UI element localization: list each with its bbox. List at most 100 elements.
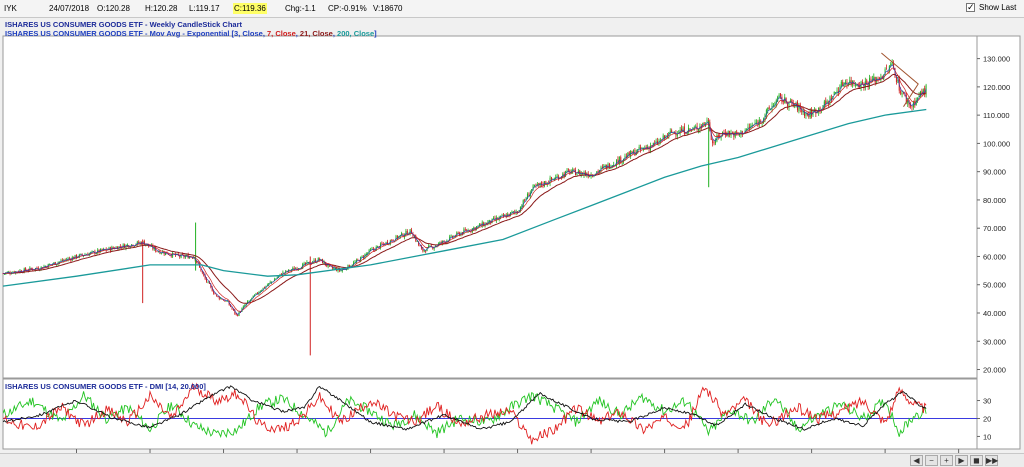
candle-body [227,301,229,302]
candle-body [686,132,688,134]
candle-body [685,133,687,135]
candle-body [886,68,888,70]
candle-body [645,147,647,149]
time-scrollbar[interactable]: ◀ − + ▶ ◼ ▶▶ [0,453,1024,467]
candle-body [214,293,216,295]
candle-body [902,92,904,94]
dmi-chart-title: ISHARES US CONSUMER GOODS ETF - DMI [14,… [5,382,206,391]
candle-body [714,141,716,144]
candle-body [849,80,851,83]
candle-body [296,268,298,270]
candle-body [218,296,220,299]
dmi-minus-line [3,382,927,445]
candle-body [541,182,543,186]
candle-body [924,88,926,94]
candle-body [912,101,914,108]
candle-body [681,128,683,132]
candle-body [182,253,184,256]
candle-body [833,91,835,96]
chart-area[interactable]: 20.000 30.000 40.000 50.000 60.000 70.000 80.0… [0,18,1024,458]
candle-body [712,140,714,144]
dmi-panel[interactable]: 1020302007200820092010201120122013201420… [2,378,991,458]
candle-body [292,268,294,270]
price-chart-title: ISHARES US CONSUMER GOODS ETF - Weekly C… [5,20,242,29]
ema7-line [2,67,927,312]
candle-body [787,103,789,107]
candle-body [221,298,223,300]
candle-body [197,261,199,264]
ma-legend-part: , [295,29,300,38]
candle-body [428,246,430,248]
candle-body [695,126,697,128]
y-tick-label: 30.000 [983,337,1006,346]
candle-body [346,269,348,271]
candle-body [493,218,495,219]
scroll-right-button[interactable]: ▶ [955,455,968,466]
candle-body [71,257,73,261]
y-tick-label: 120.000 [983,83,1010,92]
show-last-checkbox[interactable] [966,2,975,13]
candle-body [583,172,585,175]
candle-body [341,270,343,272]
scroll-end-button[interactable]: ▶▶ [985,455,999,466]
candle-body [467,230,469,233]
candle-body [589,175,591,178]
candle-body [853,80,855,84]
price-panel[interactable]: 20.000 30.000 40.000 50.000 60.000 70.000 80.0… [2,35,1021,450]
candle-body [156,251,158,252]
candle-body [158,251,160,253]
candle-body [804,111,806,116]
candle-body [314,259,316,263]
candle-body [782,101,784,102]
candle-body [234,309,236,314]
symbol: IYK [4,4,17,13]
candle-body [146,243,148,245]
candle-body [815,109,817,114]
candle-body [248,300,250,302]
candle-body [42,267,44,269]
candle-body [189,256,191,259]
candle-body [453,235,455,238]
candle-body [220,298,222,299]
candle-body [165,252,167,255]
candle-body [411,229,413,234]
candle-body [138,241,140,244]
candle-body [264,287,266,289]
candle-body [683,126,685,134]
candle-body [826,101,828,103]
candle-body [640,147,642,150]
candle-body [450,235,452,237]
show-last-toggle[interactable]: Show Last [966,2,1018,14]
y-tick-label: 80.000 [983,196,1006,205]
candle-body [555,177,557,179]
candle-body [572,169,574,172]
candle-body [184,256,186,258]
ema3-line [2,64,927,315]
y-tick-label: 60.000 [983,252,1006,261]
candle-body [420,246,422,249]
candle-body [483,222,485,227]
candle-body [396,235,398,239]
volume-value: V:18670 [373,4,403,13]
candle-body [638,146,640,149]
scroll-left-button[interactable]: ◀ [910,455,923,466]
candle-body [80,253,82,255]
candle-body [746,128,748,130]
candle-body [802,110,804,113]
candle-body [625,156,627,158]
candle-body [531,189,533,193]
candle-body [293,268,295,270]
zoom-out-button[interactable]: − [925,455,938,466]
candle-body [422,247,424,252]
candle-body [808,114,810,117]
zoom-in-button[interactable]: + [940,455,953,466]
candle-body [256,292,258,294]
candle-body [524,199,526,201]
candle-body [255,292,257,295]
candle-body [231,306,233,309]
candle-body [854,84,856,86]
candle-body [101,248,103,251]
candle-body [736,131,738,134]
candle-body [382,243,384,245]
fit-button[interactable]: ◼ [970,455,983,466]
